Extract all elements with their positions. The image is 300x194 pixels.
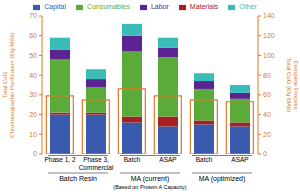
- html-text:Total CoG: Total CoG: [2, 71, 8, 99]
- svg-text:70: 70: [29, 12, 37, 19]
- svg-text:Phase 1, 2: Phase 1, 2: [44, 156, 75, 163]
- svg-text:Total CoGChromatographic Purif: Total CoGChromatographic Purification (€…: [8, 32, 15, 137]
- svg-text:MA (current): MA (current): [131, 175, 170, 183]
- html-text:Labor: Labor: [150, 3, 169, 10]
- svg-text:40: 40: [263, 111, 271, 118]
- svg-text:20: 20: [29, 111, 37, 118]
- svg-text:50: 50: [29, 52, 37, 59]
- svg-text:Complete ProcessTotal CoG (€/g: Complete ProcessTotal CoG (€/g MAb): [286, 58, 292, 113]
- svg-text:60: 60: [263, 91, 271, 98]
- svg-text:100: 100: [263, 52, 275, 59]
- svg-text:ASAP: ASAP: [159, 156, 176, 163]
- svg-text:140: 140: [263, 12, 275, 19]
- svg-text:10: 10: [29, 131, 37, 138]
- svg-text:60: 60: [29, 32, 37, 39]
- svg-text:40: 40: [29, 72, 37, 79]
- svg-text:30: 30: [29, 91, 37, 98]
- svg-text:ASAP: ASAP: [231, 156, 248, 163]
- svg-text:80: 80: [263, 72, 271, 79]
- html-text:Consumables: Consumables: [87, 3, 130, 10]
- svg-text:0: 0: [33, 150, 37, 157]
- svg-text:MA (optimized): MA (optimized): [199, 175, 246, 183]
- svg-text:Batch: Batch: [196, 156, 213, 163]
- svg-text:Phase 3,Commercial: Phase 3,Commercial: [79, 156, 114, 171]
- html-text:Other: Other: [239, 3, 257, 10]
- svg-text:Batch: Batch: [124, 156, 141, 163]
- svg-text:0: 0: [263, 150, 267, 157]
- svg-text:(Based on Protein A Capacity): (Based on Protein A Capacity): [113, 184, 187, 190]
- html-text:Capital: Capital: [44, 3, 67, 10]
- svg-text:120: 120: [263, 32, 275, 39]
- html-text:Materials: Materials: [189, 3, 219, 10]
- svg-text:Batch Resin: Batch Resin: [59, 175, 97, 182]
- svg-text:20: 20: [263, 131, 271, 138]
